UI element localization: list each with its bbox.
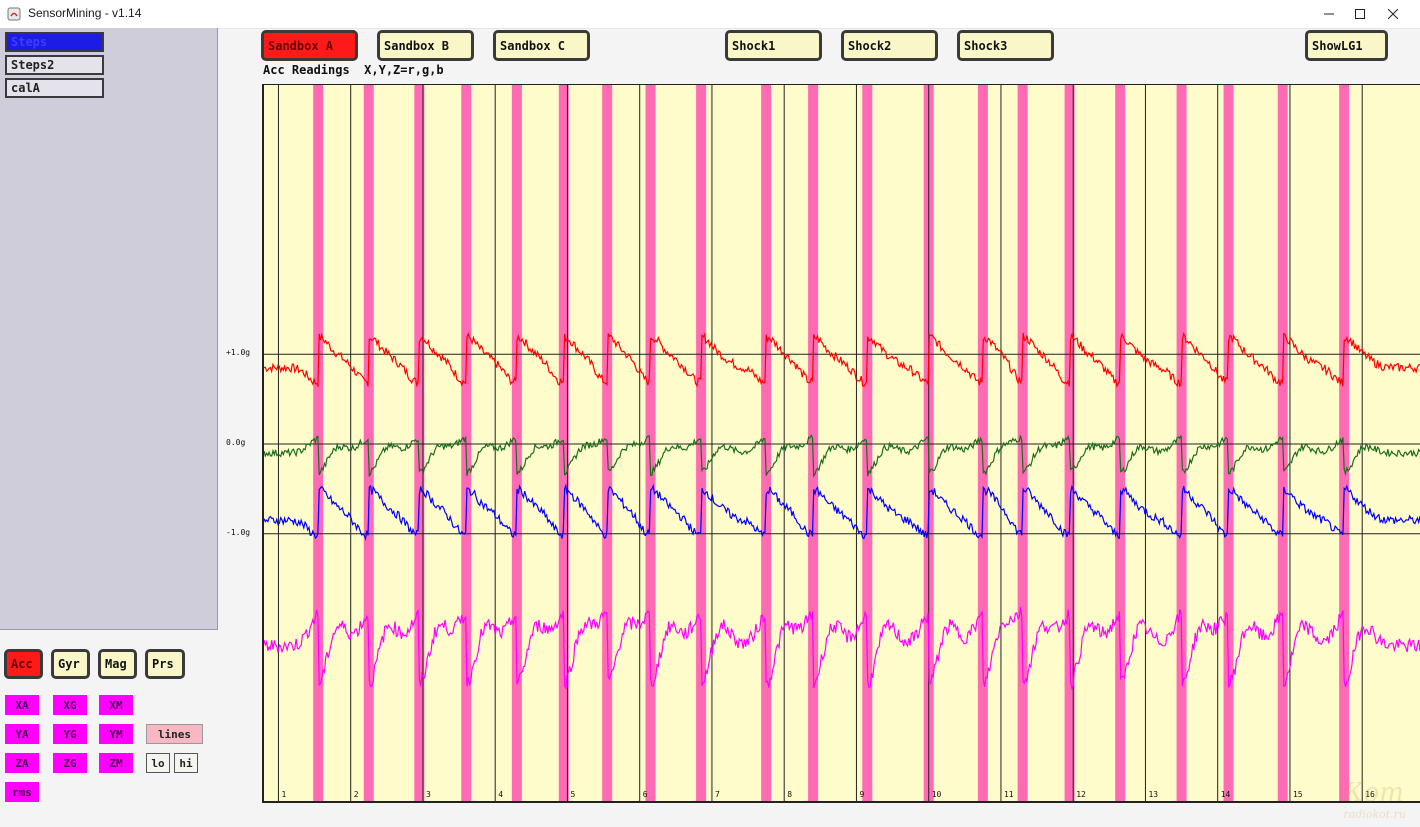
maximize-button[interactable]	[1337, 0, 1383, 28]
za-toggle[interactable]: ZA	[5, 753, 39, 773]
shock2-button[interactable]: Shock2	[841, 30, 938, 61]
x-tick-label: 4	[498, 790, 503, 799]
x-tick-label: 2	[354, 790, 359, 799]
step-band	[977, 85, 988, 801]
lo-toggle[interactable]: lo	[146, 753, 170, 773]
series-line-x	[264, 332, 1420, 389]
x-tick-label: 5	[570, 790, 575, 799]
sandbox-c-button[interactable]: Sandbox C	[493, 30, 590, 61]
shock3-button[interactable]: Shock3	[957, 30, 1054, 61]
x-tick-label: 15	[1293, 790, 1303, 799]
x-tick-label: 10	[932, 790, 942, 799]
ya-toggle[interactable]: YA	[5, 724, 39, 744]
step-band	[1339, 85, 1350, 801]
step-band	[363, 85, 374, 801]
showlg1-button[interactable]: ShowLG1	[1305, 30, 1388, 61]
minimize-icon	[1324, 13, 1334, 15]
step-band	[862, 85, 873, 801]
close-icon	[1388, 9, 1398, 19]
title-bar: SensorMining - v1.14	[0, 0, 1420, 29]
watermark-site: radiokot.ru	[1343, 808, 1406, 821]
sandbox-a-button[interactable]: Sandbox A	[261, 30, 358, 61]
watermark-logo-text: Кот	[1343, 778, 1404, 808]
x-tick-label: 13	[1148, 790, 1158, 799]
series-line-z	[264, 483, 1420, 542]
x-tick-label: 11	[1004, 790, 1014, 799]
watermark-logo: Кот radiokot.ru	[1343, 778, 1406, 821]
chart-caption: Acc Readings X,Y,Z=r,g,b	[263, 63, 444, 77]
x-tick-label: 1	[281, 790, 286, 799]
x-tick-label: 3	[426, 790, 431, 799]
x-tick-label: 7	[715, 790, 720, 799]
xm-toggle[interactable]: XM	[99, 695, 133, 715]
step-band	[1115, 85, 1126, 801]
series-line-y	[264, 434, 1420, 478]
x-tick-label: 6	[643, 790, 648, 799]
series-line-rms	[264, 606, 1420, 691]
lines-toggle[interactable]: lines	[146, 724, 203, 744]
minimize-button[interactable]	[1306, 0, 1352, 28]
list-item-steps[interactable]: Steps	[5, 32, 104, 52]
x-tick-label: 9	[859, 790, 864, 799]
sandbox-b-button[interactable]: Sandbox B	[377, 30, 474, 61]
yg-toggle[interactable]: YG	[53, 724, 87, 744]
gyr-button[interactable]: Gyr	[51, 649, 90, 679]
dataset-list-panel: Steps Steps2 calA	[0, 28, 218, 630]
x-tick-label: 8	[787, 790, 792, 799]
step-band	[645, 85, 656, 801]
step-band	[761, 85, 772, 801]
x-tick-label: 14	[1221, 790, 1231, 799]
rms-toggle[interactable]: rms	[5, 782, 39, 802]
acc-chart: 1 2 3 4 5 6 7 8 9 10 11 12 13 14 15 16	[262, 84, 1420, 803]
x-tick-label: 16	[1365, 790, 1375, 799]
step-band	[1223, 85, 1234, 801]
y-tick-label: -1.0g	[226, 527, 251, 537]
x-tick-label: 12	[1076, 790, 1086, 799]
step-band	[511, 85, 522, 801]
xg-toggle[interactable]: XG	[53, 695, 87, 715]
y-tick-label: 0.0g	[226, 438, 246, 447]
maximize-icon	[1355, 9, 1365, 19]
xa-toggle[interactable]: XA	[5, 695, 39, 715]
java-app-icon	[7, 7, 21, 21]
zg-toggle[interactable]: ZG	[53, 753, 87, 773]
prs-button[interactable]: Prs	[145, 649, 185, 679]
window-title: SensorMining - v1.14	[28, 6, 142, 20]
shock1-button[interactable]: Shock1	[725, 30, 822, 61]
zm-toggle[interactable]: ZM	[99, 753, 133, 773]
y-tick-label: +1.0g	[226, 348, 251, 358]
mag-button[interactable]: Mag	[98, 649, 137, 679]
step-band	[1017, 85, 1028, 801]
hi-toggle[interactable]: hi	[174, 753, 198, 773]
step-band	[414, 85, 425, 801]
acc-button[interactable]: Acc	[4, 649, 43, 679]
list-item-steps2[interactable]: Steps2	[5, 55, 104, 75]
close-button[interactable]	[1370, 0, 1416, 28]
ym-toggle[interactable]: YM	[99, 724, 133, 744]
list-item-cala[interactable]: calA	[5, 78, 104, 98]
